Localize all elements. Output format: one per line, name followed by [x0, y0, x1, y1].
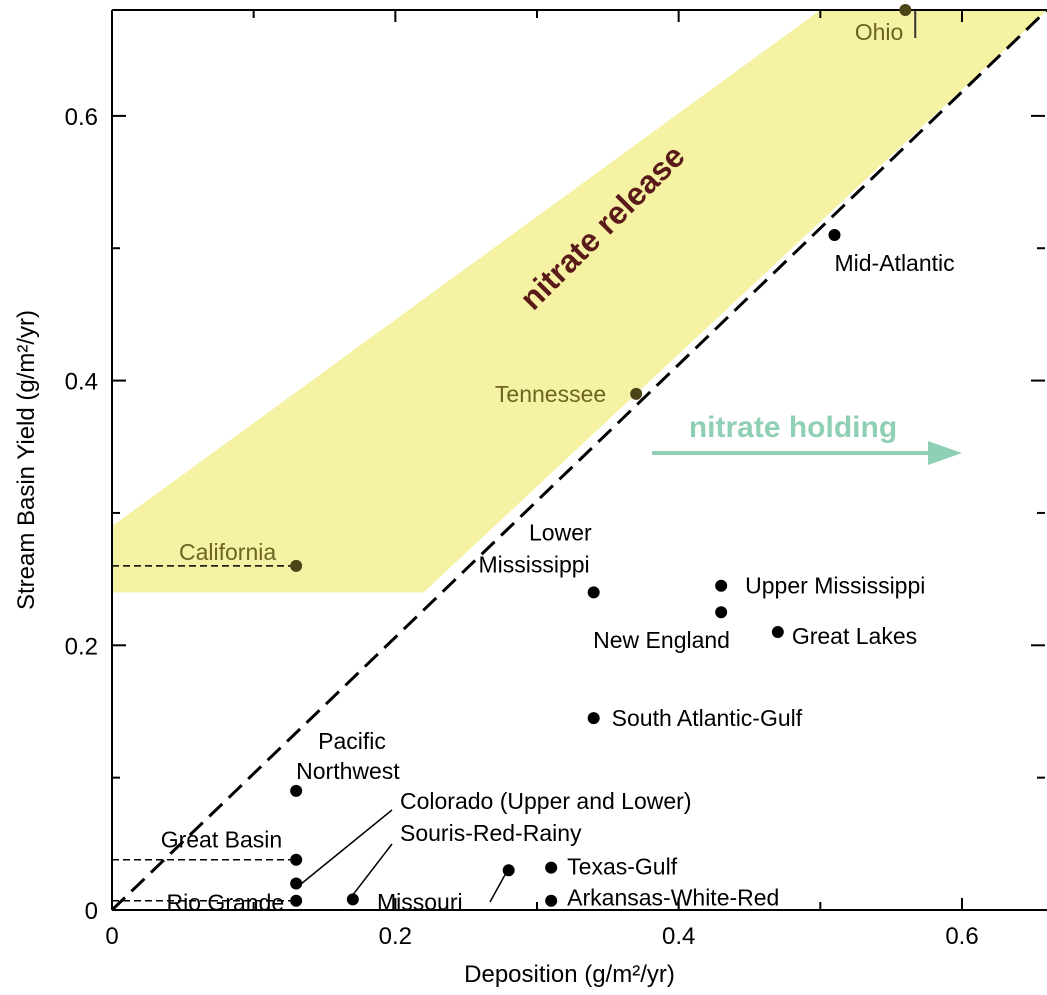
point-rio-grande [290, 894, 303, 907]
label-great-lakes: Great Lakes [792, 623, 917, 649]
point-great-basin [290, 853, 303, 866]
label-mid-atlantic: Mid-Atlantic [835, 250, 955, 276]
point-colorado-upper-and-lower [290, 877, 303, 890]
x-axis-title: Deposition (g/m²/yr) [464, 961, 675, 988]
label-lower-mississippi: Lower Mississippi [478, 519, 592, 577]
label-rio-grande: Rio Grande [167, 890, 285, 916]
label-colorado-upper-and-lower: Colorado (Upper and Lower) [400, 788, 692, 814]
label-south-atlantic-gulf: South Atlantic-Gulf [612, 705, 803, 731]
label-missouri: Missouri [377, 889, 463, 915]
point-souris-red-rainy [346, 893, 359, 906]
label-texas-gulf: Texas-Gulf [567, 854, 678, 880]
x-tick-label: 0.6 [945, 923, 978, 950]
x-tick-label: 0.2 [379, 923, 412, 950]
y-tick-label: 0 [85, 898, 98, 925]
y-tick-label: 0.6 [65, 104, 98, 131]
nitrate-holding-arrow-head [928, 441, 962, 465]
label-ohio: Ohio [855, 19, 904, 45]
leader-line-missouri [489, 872, 507, 903]
point-mid-atlantic [828, 229, 841, 241]
point-upper-mississippi [715, 579, 728, 592]
x-tick-label: 0.4 [662, 923, 695, 950]
leader-line-colorado-upper-and-lower [300, 809, 393, 885]
label-pacific-northwest: Pacific Northwest [296, 728, 400, 784]
point-texas-gulf [545, 861, 558, 874]
nitrate-holding-label: nitrate holding [689, 411, 897, 444]
point-new-england [715, 606, 728, 619]
point-tennessee [630, 387, 643, 400]
point-arkansas-white-red [545, 894, 558, 907]
label-souris-red-rainy: Souris-Red-Rainy [400, 820, 582, 846]
nitrate-release-band [112, 10, 1047, 593]
x-tick-label: 0 [105, 923, 118, 950]
equality-reference-line [110, 8, 1047, 912]
y-tick-label: 0.2 [65, 633, 98, 660]
point-lower-mississippi [587, 586, 600, 599]
point-california [290, 559, 303, 572]
leader-line-souris-red-rainy [351, 843, 393, 897]
label-great-basin: Great Basin [161, 827, 282, 853]
point-great-lakes [771, 626, 784, 639]
label-arkansas-white-red: Arkansas-White-Red [567, 885, 779, 911]
y-axis-title: Stream Basin Yield (g/m²/yr) [13, 310, 40, 610]
point-ohio [899, 4, 912, 16]
label-tennessee: Tennessee [495, 381, 606, 407]
y-tick-label: 0.4 [65, 369, 98, 396]
point-south-atlantic-gulf [587, 712, 600, 725]
label-upper-mississippi: Upper Mississippi [745, 573, 925, 599]
label-new-england: New England [593, 627, 730, 653]
point-missouri [502, 864, 515, 877]
label-california: California [179, 539, 276, 565]
point-pacific-northwest [290, 784, 303, 797]
